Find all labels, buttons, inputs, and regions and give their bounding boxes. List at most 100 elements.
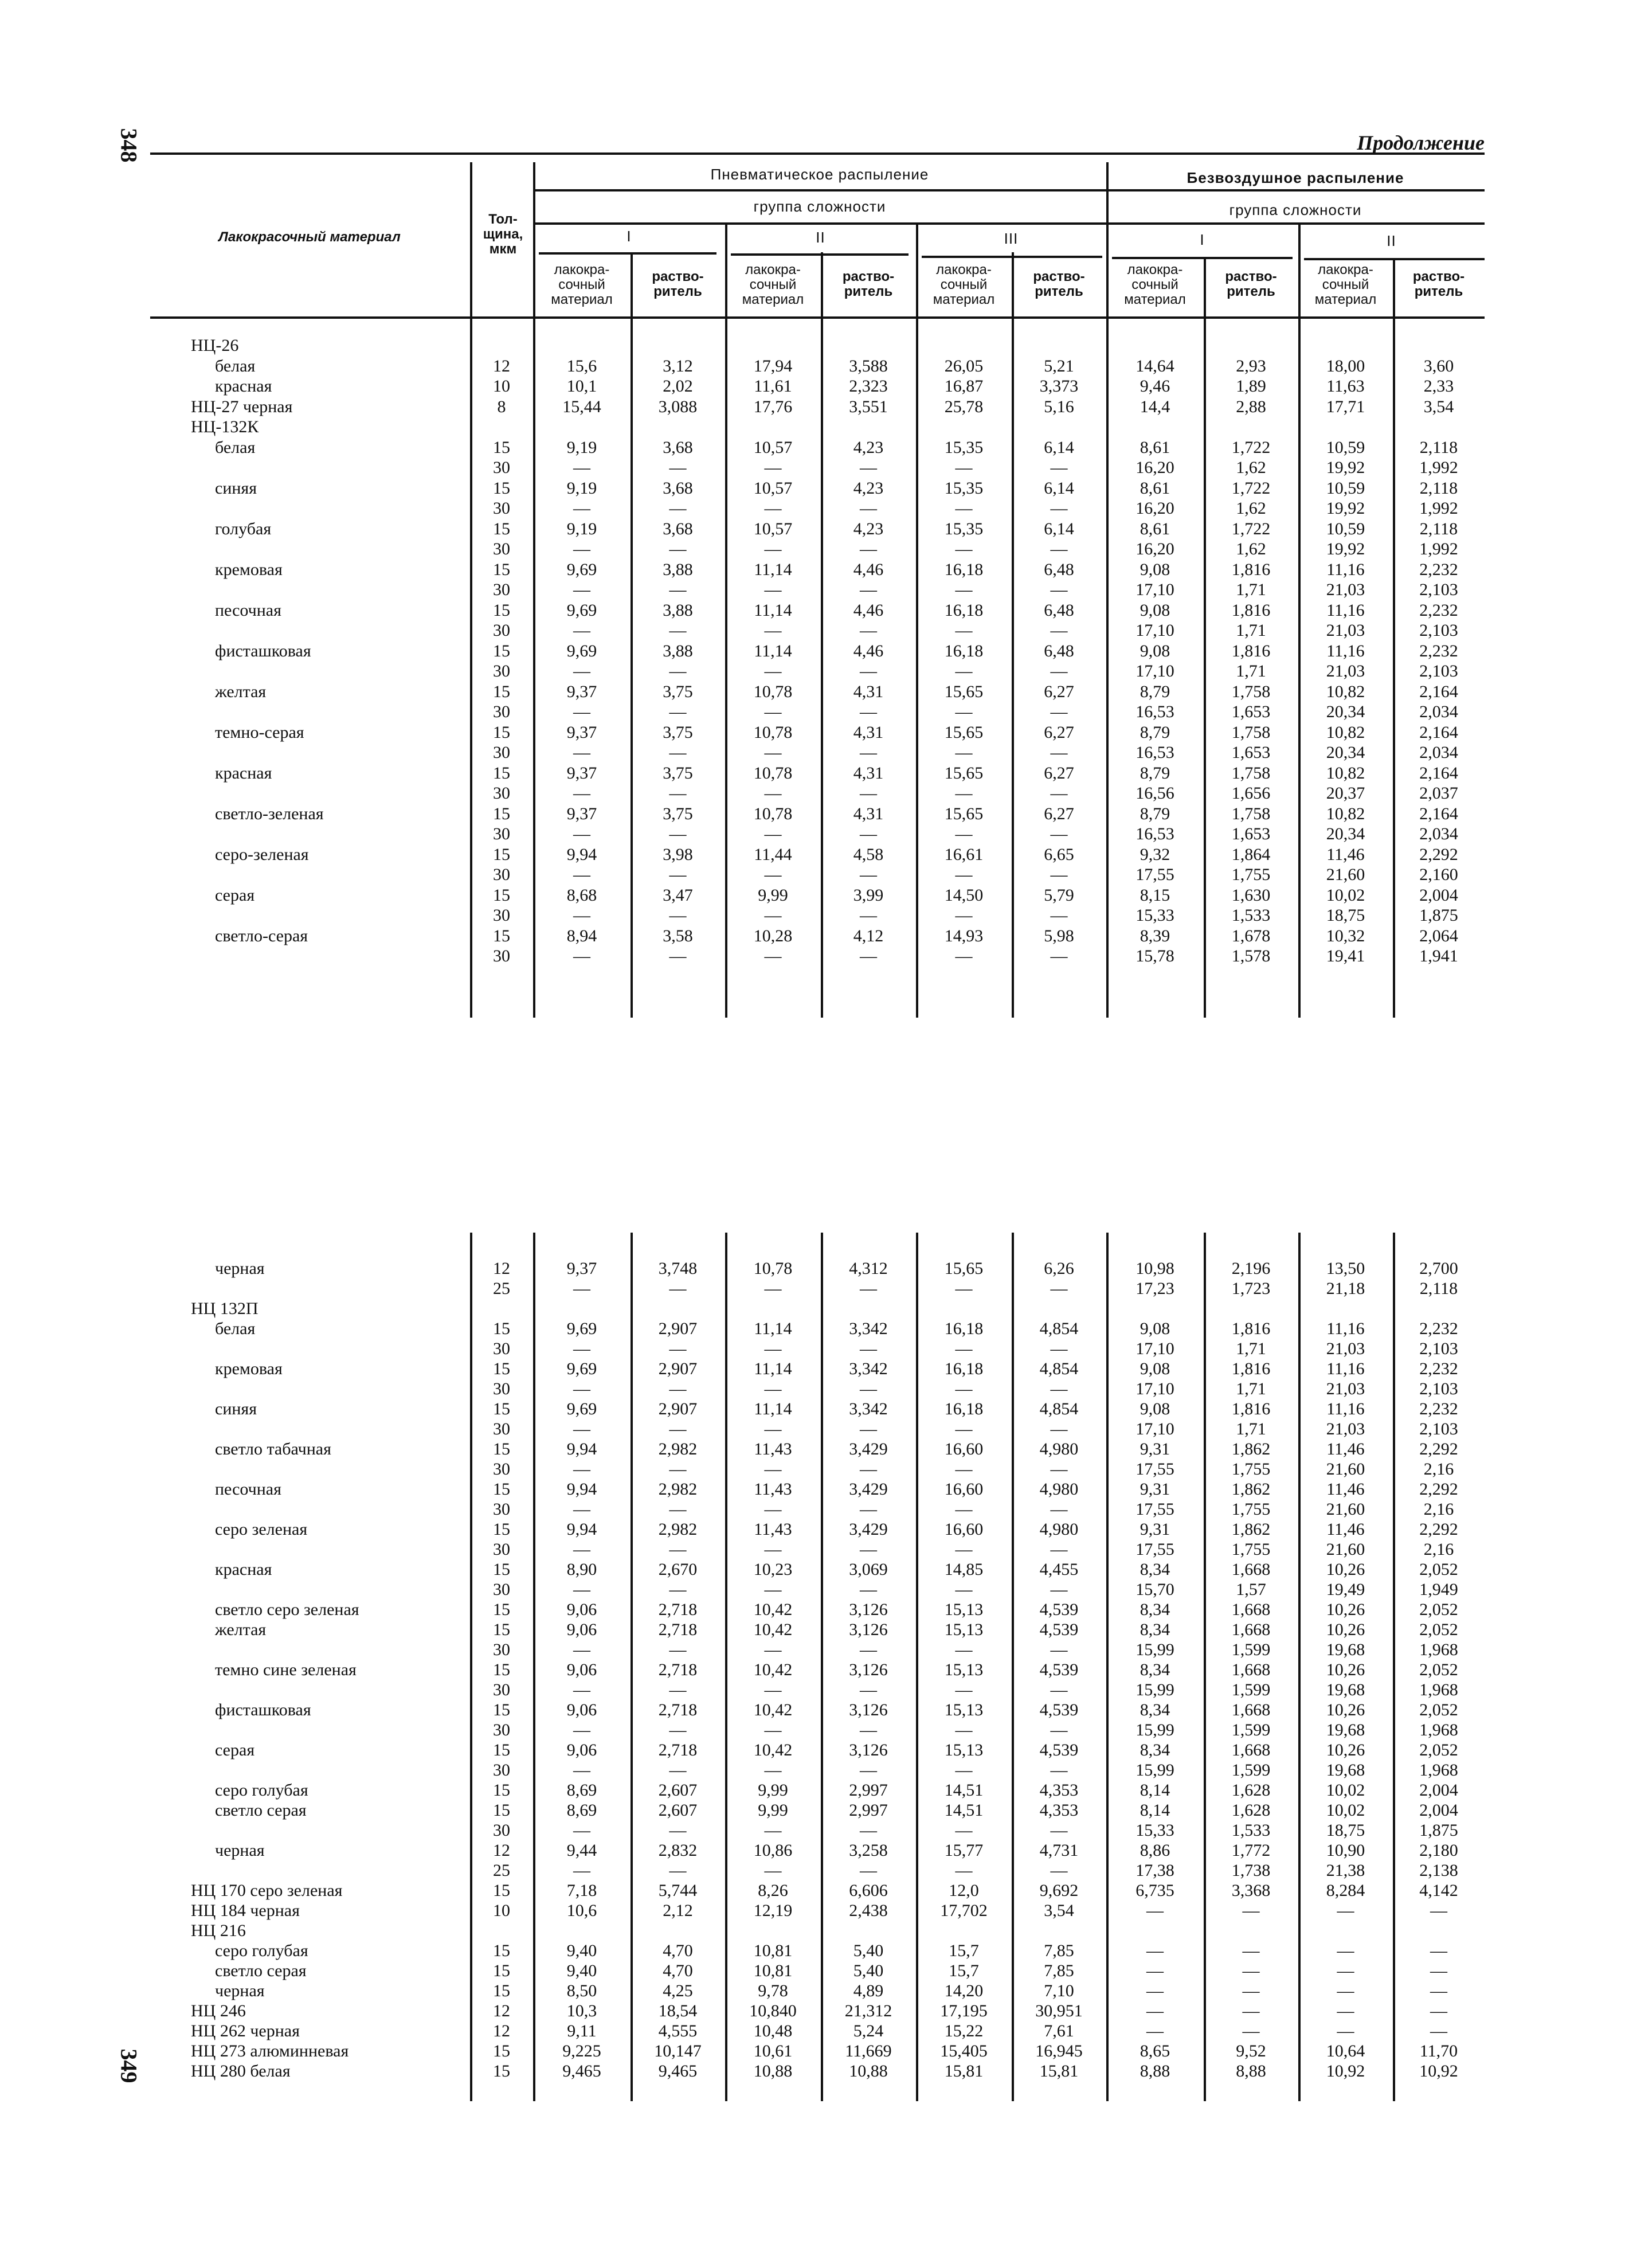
header-rule-sub xyxy=(1112,257,1293,259)
pneumatic-II-paint-cell: — xyxy=(764,621,782,640)
airless-II-paint-cell: 11,16 xyxy=(1326,1399,1365,1418)
pneumatic-I-paint-cell: 8,94 xyxy=(566,926,597,945)
subheader-line: ритель xyxy=(653,284,702,299)
airless-II-solvent-cell: 2,16 xyxy=(1423,1460,1454,1479)
pneumatic-III-paint-cell: — xyxy=(955,743,973,762)
airless-I-paint-cell: 8,34 xyxy=(1140,1660,1170,1679)
pneumatic-II-paint-cell: 10,23 xyxy=(753,1560,793,1579)
pneumatic-III-solvent-cell: 6,48 xyxy=(1044,641,1074,660)
pneumatic-III-paint-cell: — xyxy=(955,1720,973,1739)
pneumatic-II-solvent-cell: 4,46 xyxy=(853,641,884,660)
pneumatic-II-paint-cell: 10,57 xyxy=(753,437,793,457)
pneumatic-II-paint-cell: — xyxy=(764,784,782,803)
pneumatic-III-solvent-cell: 4,455 xyxy=(1039,1560,1079,1579)
airless-II-solvent-cell: 10,92 xyxy=(1419,2062,1458,2081)
pneumatic-I-solvent-cell: 2,718 xyxy=(658,1660,698,1679)
material-name: синяя xyxy=(215,1399,257,1418)
airless-II-paint-cell: 17,71 xyxy=(1326,397,1365,416)
airless-II-paint-cell: 10,26 xyxy=(1326,1660,1365,1679)
airless-II-paint-cell: 20,37 xyxy=(1326,784,1365,803)
thickness-cell: 15 xyxy=(493,1981,510,2000)
airless-II-paint-cell: 11,46 xyxy=(1326,1520,1365,1539)
thickness-cell: 10 xyxy=(493,377,510,396)
column-divider xyxy=(821,1233,823,2101)
airless-I-paint-cell: 16,53 xyxy=(1135,824,1174,843)
airless-II-solvent-cell: 2,164 xyxy=(1419,682,1458,701)
airless-II-solvent-cell: 1,992 xyxy=(1419,499,1458,518)
pneumatic-III-solvent-cell: 6,14 xyxy=(1044,478,1074,498)
pneumatic-I-paint-cell: — xyxy=(573,662,590,681)
pneumatic-III-paint-cell: — xyxy=(955,784,973,803)
pneumatic-II-solvent-cell: 3,069 xyxy=(849,1560,888,1579)
airless-II-solvent-cell: 2,034 xyxy=(1419,824,1458,843)
thickness-cell: 15 xyxy=(493,1440,510,1458)
pneumatic-III-paint-cell: 14,20 xyxy=(944,1981,984,2000)
pneumatic-II-solvent-cell: 21,312 xyxy=(844,2001,892,2020)
airless-II-solvent-cell: 2,052 xyxy=(1419,1700,1458,1719)
pneumatic-II-paint-cell: 17,94 xyxy=(753,356,793,376)
airless-II-solvent-cell: 2,33 xyxy=(1423,377,1454,396)
pneumatic-II-paint-cell: — xyxy=(764,458,782,477)
pneumatic-III-paint-cell: 15,65 xyxy=(944,763,984,783)
pneumatic-I-paint-cell: — xyxy=(573,824,590,843)
thickness-cell: 15 xyxy=(493,926,510,945)
pneumatic-III-solvent-cell: — xyxy=(1050,1379,1068,1398)
pneumatic-I-paint-cell: 9,40 xyxy=(566,1961,597,1980)
pneumatic-I-paint-cell: 9,37 xyxy=(566,682,597,701)
pneumatic-II-solvent-cell: — xyxy=(860,947,877,965)
pneumatic-III-paint-cell: 15,65 xyxy=(944,1259,984,1278)
subheader-paint: лакокра-сочный материал xyxy=(725,263,821,307)
thickness-cell: 15 xyxy=(493,1801,510,1820)
column-divider xyxy=(533,1233,535,2101)
pneumatic-III-paint-cell: 15,7 xyxy=(949,1941,979,1960)
airless-II-paint-cell: 19,41 xyxy=(1326,947,1365,965)
airless-I-paint-cell: 9,31 xyxy=(1140,1520,1170,1539)
pneumatic-I-paint-cell: — xyxy=(573,458,590,477)
airless-II-paint-cell: 13,50 xyxy=(1326,1259,1365,1278)
subheader-line: материал xyxy=(1124,292,1186,307)
pneumatic-II-paint-cell: 10,840 xyxy=(749,2001,797,2020)
pneumatic-I-paint-cell: 9,94 xyxy=(566,844,597,864)
thickness-cell: 15 xyxy=(493,1660,510,1679)
pneumatic-I-paint-cell: 7,18 xyxy=(566,1881,597,1900)
pneumatic-II-solvent-cell: — xyxy=(860,499,877,518)
pneumatic-III-paint-cell: — xyxy=(955,824,973,843)
pneumatic-III-paint-cell: 16,18 xyxy=(944,1319,984,1338)
pneumatic-III-paint-cell: 15,77 xyxy=(944,1841,984,1860)
pneumatic-I-solvent-cell: — xyxy=(669,1680,687,1699)
airless-I-solvent-cell: 1,722 xyxy=(1231,478,1271,498)
pneumatic-II-paint-cell: 10,78 xyxy=(753,804,793,823)
material-name: серо-зеленая xyxy=(215,844,309,864)
pneumatic-I-solvent-cell: — xyxy=(669,1580,687,1599)
subheader-line: материал xyxy=(1314,292,1377,307)
pneumatic-II-solvent-cell: 2,997 xyxy=(849,1801,888,1820)
material-group-name: НЦ 184 черная xyxy=(191,1901,300,1920)
material-name: светло табачная xyxy=(215,1440,331,1458)
airless-II-solvent-cell: 1,875 xyxy=(1419,1821,1458,1840)
airless-II-solvent-cell: 2,034 xyxy=(1419,743,1458,762)
pneumatic-III-solvent-cell: — xyxy=(1050,1761,1068,1780)
pneumatic-II-solvent-cell: — xyxy=(860,1861,877,1880)
pneumatic-II-paint-cell: 10,81 xyxy=(753,1961,793,1980)
airless-II-solvent-cell: 2,052 xyxy=(1419,1560,1458,1579)
airless-I-solvent-cell: 1,862 xyxy=(1231,1480,1271,1499)
header-bottom-rule xyxy=(150,316,1485,319)
airless-I-paint-cell: 8,61 xyxy=(1140,478,1170,498)
pneumatic-I-paint-cell: 9,06 xyxy=(566,1600,597,1619)
pneumatic-I-solvent-cell: 3,88 xyxy=(663,560,693,579)
material-name: кремовая xyxy=(215,1359,283,1378)
pneumatic-III-paint-cell: — xyxy=(955,1680,973,1699)
pneumatic-II-paint-cell: — xyxy=(764,702,782,721)
subheader-line: ритель xyxy=(1414,284,1463,299)
thickness-cell: 25 xyxy=(493,1861,510,1880)
pneumatic-II-paint-cell: — xyxy=(764,1821,782,1840)
pneumatic-III-solvent-cell: 4,539 xyxy=(1039,1700,1079,1719)
pneumatic-III-paint-cell: — xyxy=(955,621,973,640)
pneumatic-III-solvent-cell: 4,980 xyxy=(1039,1520,1079,1539)
pneumatic-III-paint-cell: 15,13 xyxy=(944,1620,984,1639)
airless-I-solvent-cell: 1,62 xyxy=(1236,458,1266,477)
thickness-cell: 12 xyxy=(493,2021,510,2040)
pneumatic-III-paint-cell: — xyxy=(955,1580,973,1599)
airless-II-solvent-cell: 11,70 xyxy=(1419,2042,1458,2060)
pneumatic-I-solvent-cell: — xyxy=(669,1379,687,1398)
